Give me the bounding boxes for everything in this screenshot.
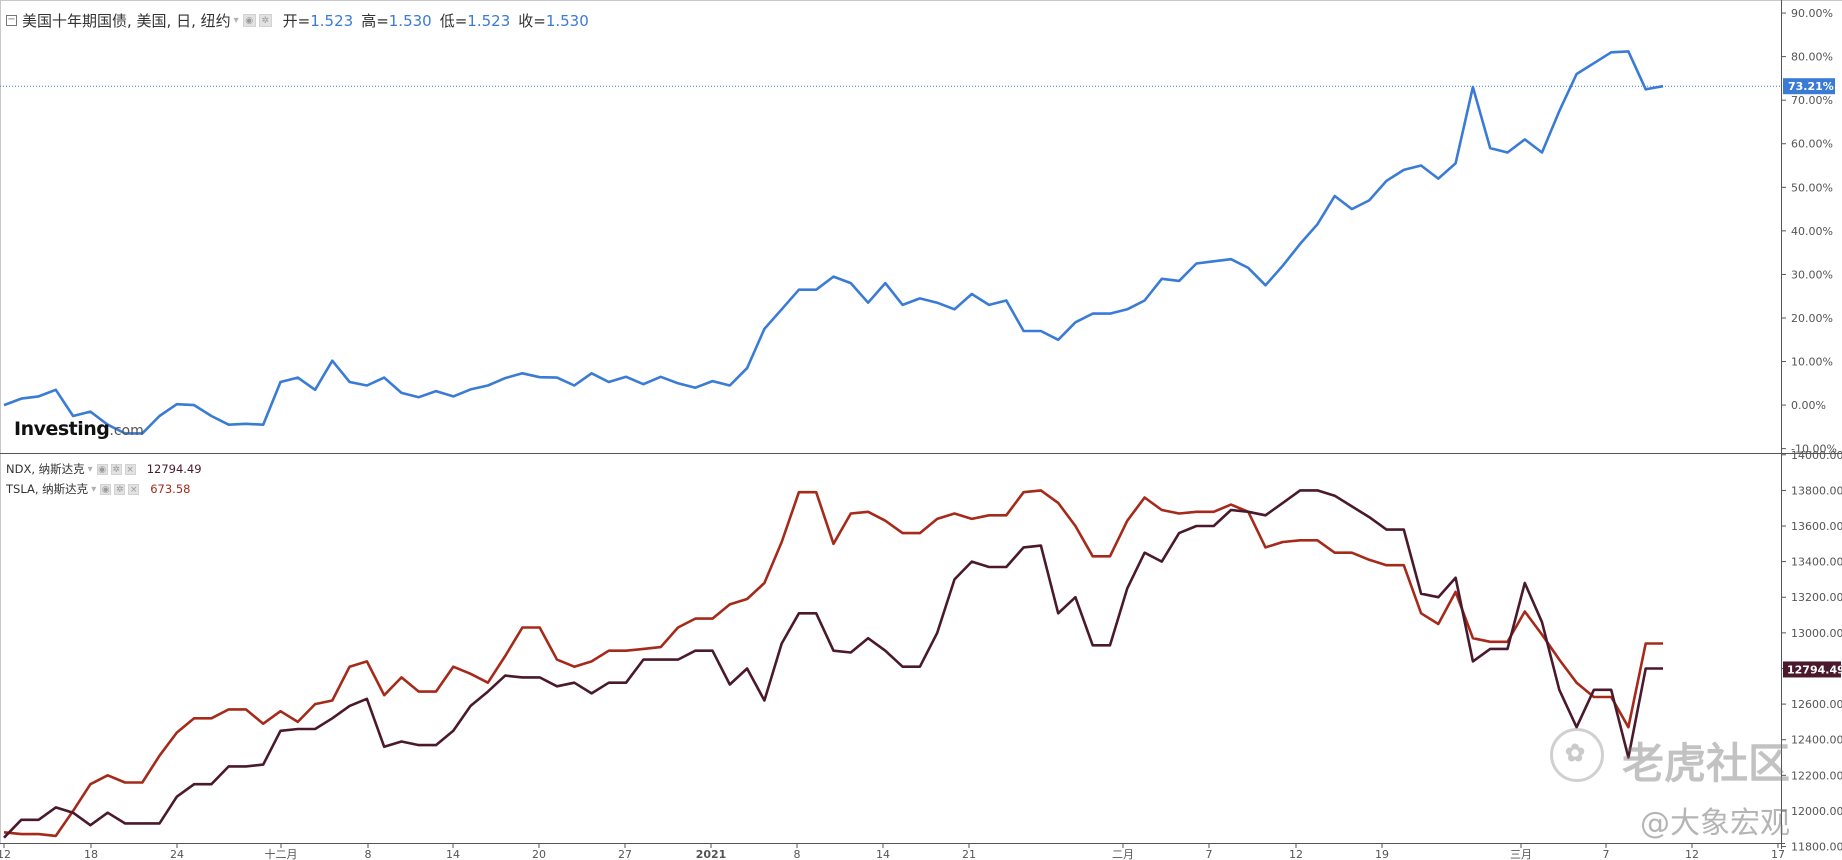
top-y-tick-label: 70.00% bbox=[1791, 94, 1833, 107]
x-tick-label: 7 bbox=[1206, 848, 1213, 860]
watermark-community: 老虎社区 bbox=[1622, 739, 1791, 788]
top-plot-area[interactable] bbox=[0, 50, 1781, 435]
close-icon[interactable]: × bbox=[124, 463, 136, 475]
tsla-title: TSLA, 纳斯达克 bbox=[6, 482, 89, 496]
x-tick-label: 18 bbox=[84, 848, 98, 860]
watermark-author: @大象宏观 bbox=[1640, 806, 1790, 841]
open-label: 开= bbox=[282, 12, 311, 30]
collapse-icon[interactable]: − bbox=[6, 14, 17, 26]
top-y-tick-label: 50.00% bbox=[1791, 181, 1833, 194]
high-value: 1.530 bbox=[388, 11, 432, 30]
bottom-y-tick-label: 13200.00 bbox=[1791, 591, 1842, 604]
yield-line bbox=[3, 50, 1664, 435]
x-axis: 12 18 24 十二月 8 14 20 27 2021 8 14 21 二月 7 12 19 三月 7 12 17 bbox=[0, 843, 1785, 860]
ndx-line bbox=[3, 489, 1663, 839]
ndx-last-badge bbox=[1783, 661, 1841, 678]
top-y-tick-label: -10.00% bbox=[1791, 443, 1837, 456]
x-tick-label: 20 bbox=[532, 848, 546, 860]
open-value: 1.523 bbox=[310, 11, 354, 30]
x-tick-label: 2021 bbox=[696, 848, 727, 860]
close-value: 1.530 bbox=[545, 11, 589, 30]
bottom-y-axis: 14000.00 13800.00 13600.00 13400.00 13200.00… bbox=[1781, 449, 1842, 854]
x-tick-label: 十二月 bbox=[265, 847, 298, 860]
gear-icon[interactable]: ✲ bbox=[258, 14, 272, 27]
x-tick-label: 14 bbox=[446, 848, 460, 860]
high-label: 高= bbox=[361, 12, 389, 30]
bottom-y-tick-label: 12200.00 bbox=[1791, 769, 1842, 782]
chevron-down-icon[interactable]: ▾ bbox=[233, 15, 239, 26]
top-y-tick-label: 80.00% bbox=[1791, 51, 1833, 64]
top-y-tick-label: 90.00% bbox=[1791, 7, 1833, 20]
eye-icon[interactable]: ◉ bbox=[242, 14, 256, 27]
x-tick-label: 8 bbox=[365, 848, 372, 860]
x-tick-label: 24 bbox=[170, 848, 184, 860]
last-value-label: 73.21% bbox=[1788, 80, 1834, 93]
tiger-watermark-icon: ✿ bbox=[1550, 728, 1604, 782]
last-value-badge bbox=[1783, 78, 1835, 95]
bottom-y-tick-label: 13600.00 bbox=[1791, 520, 1842, 533]
low-value: 1.523 bbox=[467, 11, 511, 30]
close-label: 收= bbox=[518, 12, 546, 30]
eye-icon[interactable]: ◉ bbox=[100, 483, 112, 495]
bottom-plot-area[interactable] bbox=[3, 489, 1663, 839]
x-tick-label: 12 bbox=[1289, 848, 1303, 860]
ndx-value: 12794.49 bbox=[146, 462, 202, 476]
ndx-last-label: 12794.49 bbox=[1787, 663, 1842, 676]
top-y-axis: 90.00% 80.00% 70.00% 60.00% 50.00% 40.00% 30.0… bbox=[1781, 7, 1837, 456]
x-tick-label: 12 bbox=[1685, 848, 1699, 860]
bottom-y-tick-label: 13800.00 bbox=[1791, 484, 1842, 497]
main-legend: − 美国十年期国债, 美国, 日, 纽约 ▾ ◉ ✲ 开= 1.523 高= 1.5… bbox=[6, 10, 589, 31]
x-tick-label: 二月 bbox=[1112, 848, 1134, 860]
bottom-y-tick-label: 12400.00 bbox=[1791, 734, 1842, 747]
chevron-down-icon[interactable]: ▾ bbox=[91, 483, 97, 495]
top-y-tick-label: 30.00% bbox=[1791, 268, 1833, 281]
x-tick-label: 27 bbox=[618, 848, 632, 860]
bottom-y-tick-label: 12000.00 bbox=[1791, 805, 1842, 818]
ndx-legend: NDX, 纳斯达克 ▾ ◉ ✲ × 12794.49 bbox=[6, 461, 202, 477]
top-y-tick-label: 0.00% bbox=[1791, 399, 1826, 412]
top-y-tick-label: 20.00% bbox=[1791, 312, 1833, 325]
x-tick-label: 三月 bbox=[1510, 848, 1532, 860]
tsla-line bbox=[3, 489, 1663, 838]
chevron-down-icon[interactable]: ▾ bbox=[87, 463, 93, 475]
x-tick-label: 12 bbox=[0, 848, 11, 860]
x-tick-label: 7 bbox=[1603, 848, 1610, 860]
tsla-value: 673.58 bbox=[150, 482, 191, 496]
ndx-title: NDX, 纳斯达克 bbox=[6, 462, 85, 476]
top-y-tick-label: 60.00% bbox=[1791, 138, 1833, 151]
low-label: 低= bbox=[439, 12, 468, 30]
gear-icon[interactable]: ✲ bbox=[110, 463, 122, 475]
tsla-legend: TSLA, 纳斯达克 ▾ ◉ ✲ × 673.58 bbox=[6, 481, 190, 497]
close-icon[interactable]: × bbox=[128, 483, 140, 495]
x-tick-label: 19 bbox=[1375, 848, 1389, 860]
top-y-tick-label: 10.00% bbox=[1791, 356, 1833, 369]
bottom-y-tick-label: 14000.00 bbox=[1791, 449, 1842, 462]
x-tick-label: 14 bbox=[876, 848, 890, 860]
gear-icon[interactable]: ✲ bbox=[114, 483, 126, 495]
bottom-y-tick-label: 13000.00 bbox=[1791, 627, 1842, 640]
top-y-tick-label: 40.00% bbox=[1791, 225, 1833, 238]
bottom-y-tick-label: 13400.00 bbox=[1791, 556, 1842, 569]
x-tick-label: 21 bbox=[962, 848, 976, 860]
x-tick-label: 8 bbox=[794, 848, 801, 860]
x-tick-label: 17 bbox=[1771, 848, 1785, 860]
investing-logo: Investing.com bbox=[14, 418, 144, 440]
bottom-y-tick-label: 12600.00 bbox=[1791, 698, 1842, 711]
bottom-y-tick-label: 11800.00 bbox=[1791, 841, 1842, 854]
logo-bold: Investing bbox=[14, 418, 110, 440]
eye-icon[interactable]: ◉ bbox=[96, 463, 108, 475]
instrument-title: 美国十年期国债, 美国, 日, 纽约 bbox=[22, 12, 231, 30]
logo-suffix: .com bbox=[109, 423, 144, 439]
